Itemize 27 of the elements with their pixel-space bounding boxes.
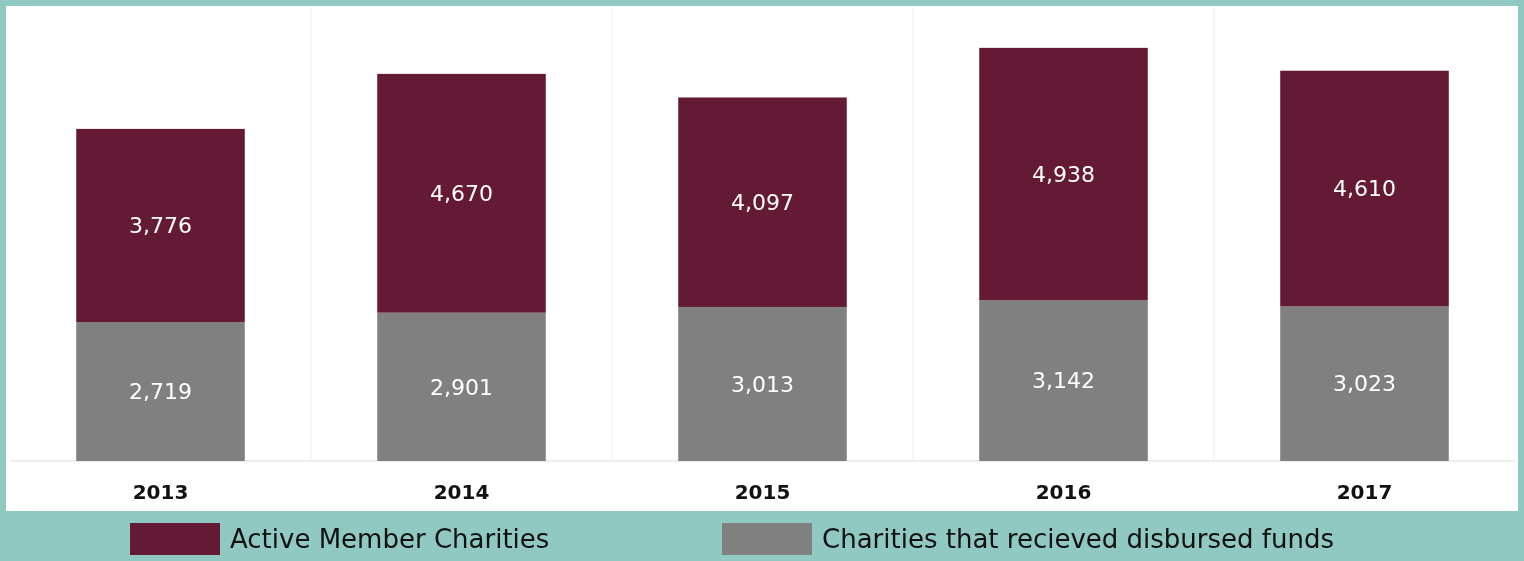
bar <box>979 300 1148 461</box>
x-tick-label: 2015 <box>734 480 791 504</box>
x-tick-label: 2016 <box>1035 480 1092 504</box>
x-tick-label: 2013 <box>132 480 189 504</box>
bar <box>76 128 245 322</box>
data-label: 3,776 <box>129 213 192 239</box>
bar <box>678 97 847 307</box>
data-label: 4,097 <box>731 189 794 215</box>
data-label: 3,013 <box>731 371 794 397</box>
bar <box>678 306 847 461</box>
data-label: 4,938 <box>1032 161 1095 187</box>
data-label: 2,901 <box>430 374 493 400</box>
data-label: 3,023 <box>1333 371 1396 397</box>
bar <box>377 312 546 461</box>
bar <box>1280 70 1449 307</box>
data-label: 4,610 <box>1333 176 1396 202</box>
data-label: 2,719 <box>129 379 192 405</box>
data-label: 4,670 <box>430 180 493 206</box>
x-tick-label: 2017 <box>1336 480 1393 504</box>
bar <box>979 47 1148 301</box>
x-tick-label: 2014 <box>433 480 490 504</box>
bar <box>377 73 546 313</box>
legend-label: Charities that recieved disbursed funds <box>822 524 1334 555</box>
legend-label: Active Member Charities <box>230 524 550 555</box>
bar <box>1280 306 1449 461</box>
data-label: 3,142 <box>1032 368 1095 394</box>
bar <box>76 321 245 461</box>
